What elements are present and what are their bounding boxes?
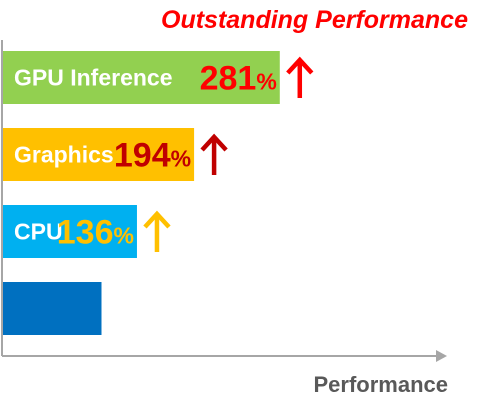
bar — [3, 51, 280, 104]
bar — [3, 205, 137, 258]
x-axis-label: Performance — [313, 372, 448, 397]
bar-category-label: Graphics — [14, 142, 114, 168]
bar-group: Graphics 194% — [3, 128, 228, 181]
bar-category-label: CPU — [14, 219, 63, 245]
arrow-up-icon — [143, 210, 171, 252]
bar — [3, 282, 102, 335]
x-axis-arrowhead — [436, 350, 447, 362]
arrow-up-icon — [286, 56, 314, 98]
bar-group — [3, 282, 102, 335]
bar-category-label: GPU Inference — [14, 65, 173, 91]
arrow-up-icon — [200, 133, 228, 175]
bar — [3, 128, 195, 181]
bar-value-label: 136% — [57, 214, 134, 252]
bar-group: GPU Inference 281% — [3, 51, 314, 104]
chart-title: Outstanding Performance — [161, 6, 468, 34]
bar-value-label: 194% — [114, 137, 191, 175]
bar-value-label: 281% — [200, 60, 277, 98]
